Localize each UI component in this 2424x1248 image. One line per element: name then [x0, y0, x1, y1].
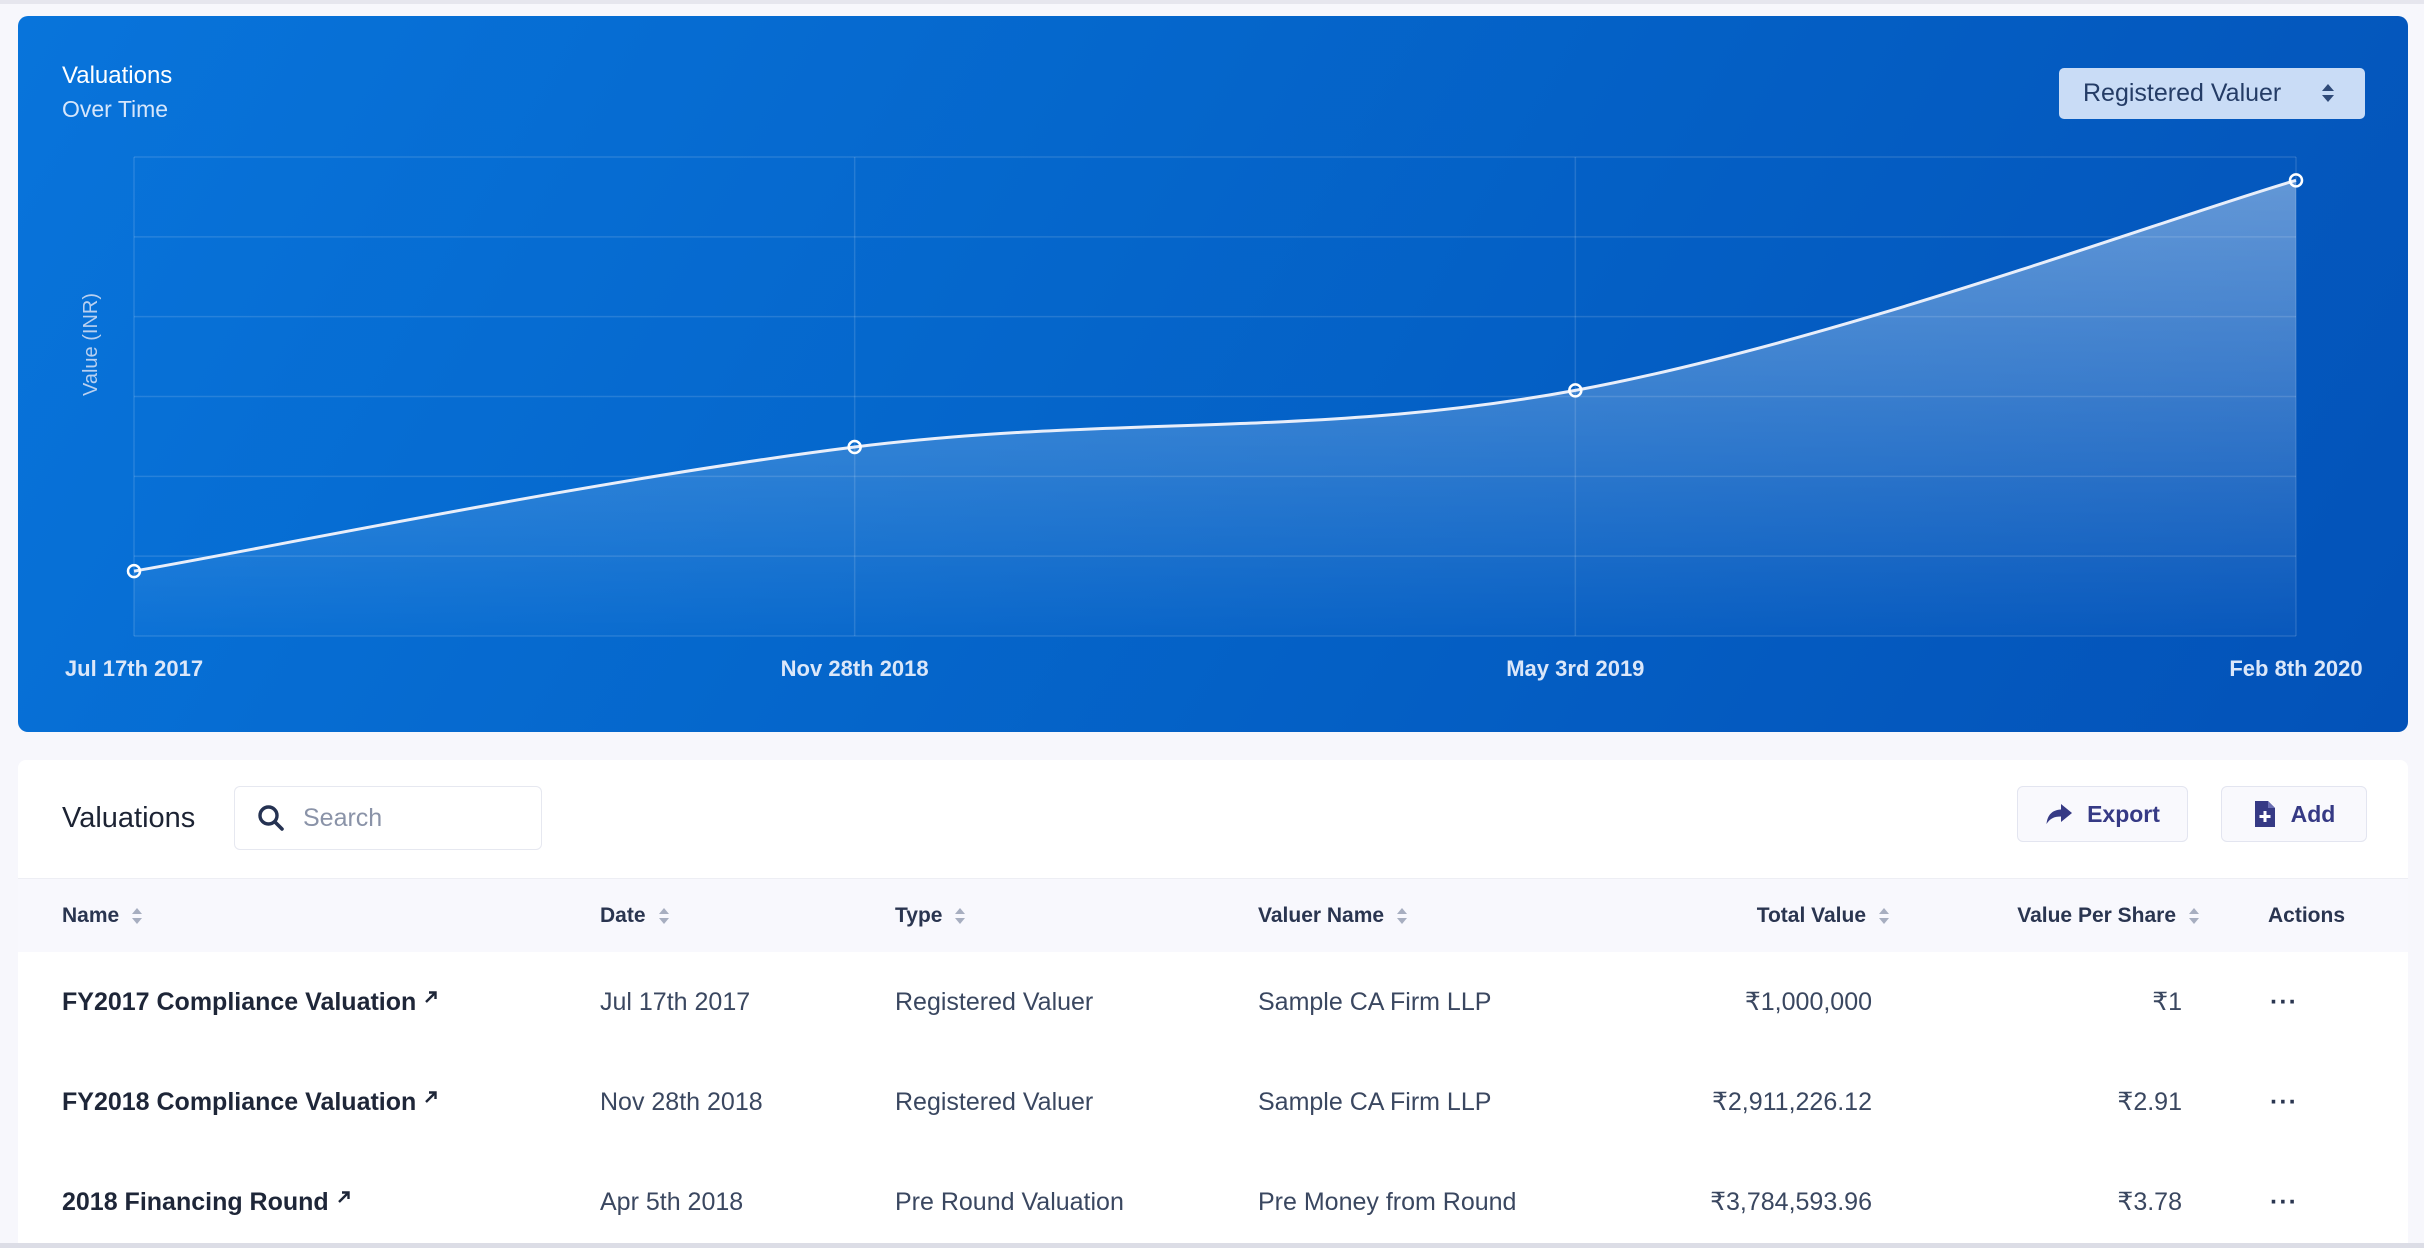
data-point[interactable] — [126, 563, 142, 579]
share-arrow-icon — [2046, 804, 2073, 824]
column-header-date[interactable]: Date — [600, 879, 670, 953]
sort-icon — [955, 908, 966, 924]
search-input[interactable] — [301, 802, 525, 834]
column-header-valuer-name[interactable]: Valuer Name — [1258, 879, 1408, 953]
valuation-type: Pre Round Valuation — [895, 1187, 1124, 1216]
valuations-line-chart: Jul 17th 2017 Nov 28th 2018 May 3rd 2019 Fe… — [65, 156, 2363, 681]
export-button[interactable]: Export — [2017, 786, 2188, 842]
chart-subtitle: Over Time — [62, 96, 169, 122]
column-label: Valuer Name — [1258, 904, 1385, 927]
column-label: Value Per Share — [2017, 904, 2176, 927]
valuation-name: FY2017 Compliance Valuation — [62, 987, 417, 1016]
external-link-icon — [337, 1191, 350, 1203]
valuer-name: Pre Money from Round — [1258, 1187, 1517, 1216]
row-actions-menu[interactable]: ··· — [2270, 987, 2298, 1016]
select-caret-icon — [2322, 84, 2334, 102]
table-row[interactable]: 2018 Financing Round Apr 5th 2018 Pre Roun… — [18, 1152, 2408, 1248]
valuation-name-link[interactable]: 2018 Financing Round — [62, 1152, 351, 1248]
chart-title: Valuations — [62, 62, 173, 89]
external-link-icon — [425, 1091, 437, 1103]
valuation-name: 2018 Financing Round — [62, 1187, 329, 1216]
x-tick-label: Nov 28th 2018 — [781, 656, 929, 681]
sort-icon — [1879, 908, 1889, 924]
column-header-name[interactable]: Name — [62, 879, 143, 953]
sort-icon — [1397, 908, 1408, 924]
valuer-name: Sample CA Firm LLP — [1258, 1087, 1492, 1116]
table-title: Valuations — [62, 802, 196, 834]
search-icon — [258, 805, 284, 831]
value-per-share: ₹1 — [2152, 988, 2182, 1016]
top-border — [0, 0, 2424, 4]
column-header-total-value[interactable]: Total Value — [1618, 879, 1890, 953]
column-label: Date — [600, 904, 646, 927]
bottom-border — [0, 1243, 2424, 1248]
x-tick-label: May 3rd 2019 — [1506, 656, 1644, 681]
valuation-date: Apr 5th 2018 — [600, 1187, 744, 1216]
column-label: Name — [62, 904, 120, 927]
total-value: ₹3,784,593.96 — [1710, 1188, 1872, 1216]
valuer-type-select[interactable]: Registered Valuer — [2059, 68, 2365, 119]
column-header-type[interactable]: Type — [895, 879, 966, 953]
add-document-icon — [2254, 801, 2275, 827]
series-line — [133, 178, 2297, 573]
value-per-share: ₹3.78 — [2117, 1188, 2182, 1216]
valuation-type: Registered Valuer — [895, 987, 1094, 1016]
export-label: Export — [2087, 800, 2160, 827]
series-area — [134, 180, 2296, 637]
row-actions-menu[interactable]: ··· — [2270, 1187, 2298, 1216]
column-label: Actions — [2268, 904, 2346, 927]
table-row[interactable]: FY2018 Compliance Valuation Nov 28th 2018… — [18, 1052, 2408, 1153]
table-header: Name Date Type Valuer Name Total Value V… — [18, 878, 2408, 953]
column-header-value-per-share[interactable]: Value Per Share — [1918, 879, 2200, 953]
external-link-icon — [425, 991, 437, 1003]
valuation-type: Registered Valuer — [895, 1087, 1094, 1116]
search-box[interactable] — [234, 786, 542, 850]
x-tick-label: Feb 8th 2020 — [2229, 656, 2362, 681]
valuations-chart-card: Valuations Over Time Registered Valuer V… — [18, 16, 2408, 732]
sort-icon — [132, 908, 143, 924]
valuation-name: FY2018 Compliance Valuation — [62, 1087, 417, 1116]
data-point[interactable] — [2288, 173, 2304, 188]
sort-icon — [2189, 908, 2199, 924]
valuation-date: Nov 28th 2018 — [600, 1087, 763, 1116]
add-valuation-button[interactable]: Add — [2221, 786, 2367, 842]
valuer-name: Sample CA Firm LLP — [1258, 987, 1492, 1016]
total-value: ₹2,911,226.12 — [1711, 1088, 1872, 1116]
value-per-share: ₹2.91 — [2117, 1088, 2182, 1116]
data-point[interactable] — [1568, 383, 1583, 398]
row-actions-menu[interactable]: ··· — [2270, 1087, 2298, 1116]
valuer-select-value: Registered Valuer — [2083, 79, 2282, 107]
x-tick-label: Jul 17th 2017 — [65, 656, 203, 681]
data-point[interactable] — [847, 439, 862, 455]
valuation-date: Jul 17th 2017 — [600, 987, 751, 1016]
table-row[interactable]: FY2017 Compliance Valuation Jul 17th 2017… — [18, 952, 2408, 1053]
total-value: ₹1,000,000 — [1744, 988, 1872, 1016]
column-label: Type — [895, 904, 943, 927]
valuations-table-card: Valuations Export Add Name Date — [18, 760, 2408, 1248]
valuation-name-link[interactable]: FY2018 Compliance Valuation — [62, 1052, 438, 1152]
sort-icon — [658, 908, 669, 924]
column-header-actions: Actions — [2268, 879, 2345, 953]
add-label: Add — [2290, 800, 2336, 827]
valuation-name-link[interactable]: FY2017 Compliance Valuation — [62, 952, 438, 1052]
column-label: Total Value — [1756, 904, 1866, 927]
